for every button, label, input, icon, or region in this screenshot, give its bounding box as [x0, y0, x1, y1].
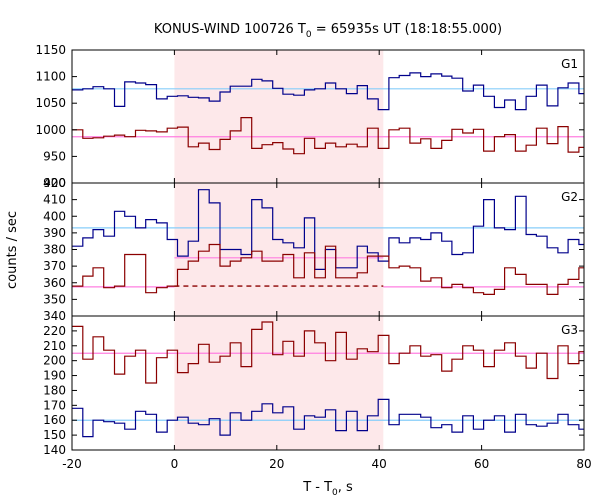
y-tick-label: 200 [43, 354, 66, 368]
series-g2-red [72, 243, 584, 295]
x-tick-label: 0 [171, 457, 179, 471]
y-tick-label: 150 [43, 428, 66, 442]
panel-label-g1: G1 [561, 57, 578, 71]
y-tick-label: 210 [43, 339, 66, 353]
panel-frame-g3 [71, 315, 585, 451]
panel-label-g2: G2 [561, 190, 578, 204]
y-tick-label: 1150 [35, 43, 66, 57]
y-axis-label: counts / sec [5, 211, 20, 289]
y-tick-label: 1000 [35, 123, 66, 137]
x-tick-label: 60 [474, 457, 489, 471]
series-g3-blue [72, 398, 584, 438]
y-tick-label: 140 [43, 443, 66, 457]
chart-title: KONUS-WIND 100726 T0 = 65935s UT (18:18:… [154, 22, 502, 40]
x-axis-label: T - T0, s [302, 480, 353, 498]
y-tick-label: 350 [43, 292, 66, 306]
y-tick-label: 410 [43, 193, 66, 207]
y-tick-label: 180 [43, 383, 66, 397]
y-tick-label: 160 [43, 413, 66, 427]
panel-label-g3: G3 [561, 323, 578, 337]
y-tick-label: 360 [43, 276, 66, 290]
y-tick-label: 400 [43, 209, 66, 223]
y-tick-label: 1050 [35, 96, 66, 110]
series-g3-red [72, 321, 584, 384]
x-tick-label: 80 [576, 457, 591, 471]
y-tick-label: 190 [43, 369, 66, 383]
y-tick-label: 170 [43, 398, 66, 412]
y-tick-label: 950 [43, 149, 66, 163]
y-tick-label: 380 [43, 243, 66, 257]
series-g1-blue [72, 72, 584, 111]
y-tick-label: 390 [43, 226, 66, 240]
series-g1-red [72, 117, 584, 155]
y-tick-label: 900 [43, 176, 66, 190]
y-tick-label: 1100 [35, 70, 66, 84]
y-tick-label: 420 [43, 176, 66, 190]
x-tick-label: -20 [62, 457, 82, 471]
highlight-interval [174, 50, 384, 450]
y-tick-label: 370 [43, 259, 66, 273]
series-g2-blue [72, 189, 584, 270]
y-tick-label: 220 [43, 324, 66, 338]
x-tick-label: 40 [372, 457, 387, 471]
x-tick-label: 20 [269, 457, 284, 471]
y-tick-label: 340 [43, 309, 66, 323]
